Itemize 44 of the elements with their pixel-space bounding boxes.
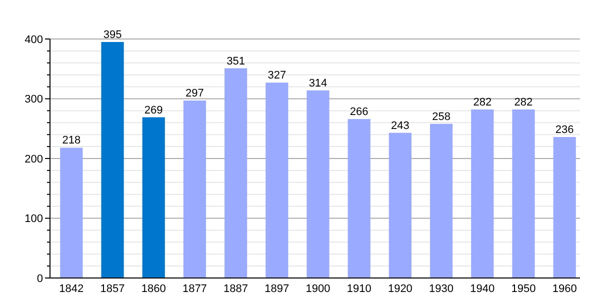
data-label: 282: [514, 96, 533, 109]
data-label: 297: [186, 88, 204, 100]
x-tick-label: 1930: [429, 283, 454, 295]
x-tick-label: 1860: [141, 283, 166, 295]
bar: [224, 68, 248, 278]
x-tick-label: 1920: [388, 283, 412, 295]
data-label: 269: [144, 104, 163, 116]
data-label: 258: [432, 110, 450, 123]
y-tick-label: 300: [24, 94, 43, 106]
x-tick-label: 1887: [224, 283, 248, 295]
bar: [142, 117, 165, 278]
y-tick-label: 100: [24, 213, 43, 226]
data-label: 218: [62, 134, 81, 147]
x-tick-label: 1842: [59, 283, 84, 295]
data-label: 236: [555, 124, 574, 136]
data-label: 282: [473, 96, 492, 109]
x-tick-label: 1877: [182, 283, 207, 295]
bar: [60, 148, 83, 278]
x-tick-label: 1940: [470, 283, 495, 295]
bar: [553, 136, 576, 278]
x-tick-label: 1857: [100, 283, 125, 295]
data-label: 351: [226, 55, 245, 68]
x-tick-label: 1910: [346, 283, 372, 295]
data-label: 314: [308, 77, 328, 90]
data-label: 266: [350, 106, 368, 118]
bar: [266, 82, 288, 278]
bar: [183, 100, 206, 278]
bar: [306, 90, 330, 278]
data-label: 395: [103, 28, 122, 41]
bar: [471, 110, 494, 278]
y-tick-label: 400: [24, 34, 43, 46]
bar: [101, 42, 124, 278]
x-tick-label: 1960: [552, 283, 577, 295]
bar: [512, 110, 535, 278]
bar: [348, 119, 370, 278]
bar: [388, 132, 412, 278]
x-tick-label: 1950: [511, 283, 536, 295]
data-label: 243: [391, 120, 410, 132]
y-tick-label: 0: [36, 272, 43, 285]
data-label: 327: [268, 70, 286, 82]
y-tick-label: 200: [24, 153, 43, 166]
x-tick-label: 1897: [264, 283, 290, 295]
x-tick-label: 1900: [306, 283, 330, 295]
bar: [430, 124, 453, 278]
